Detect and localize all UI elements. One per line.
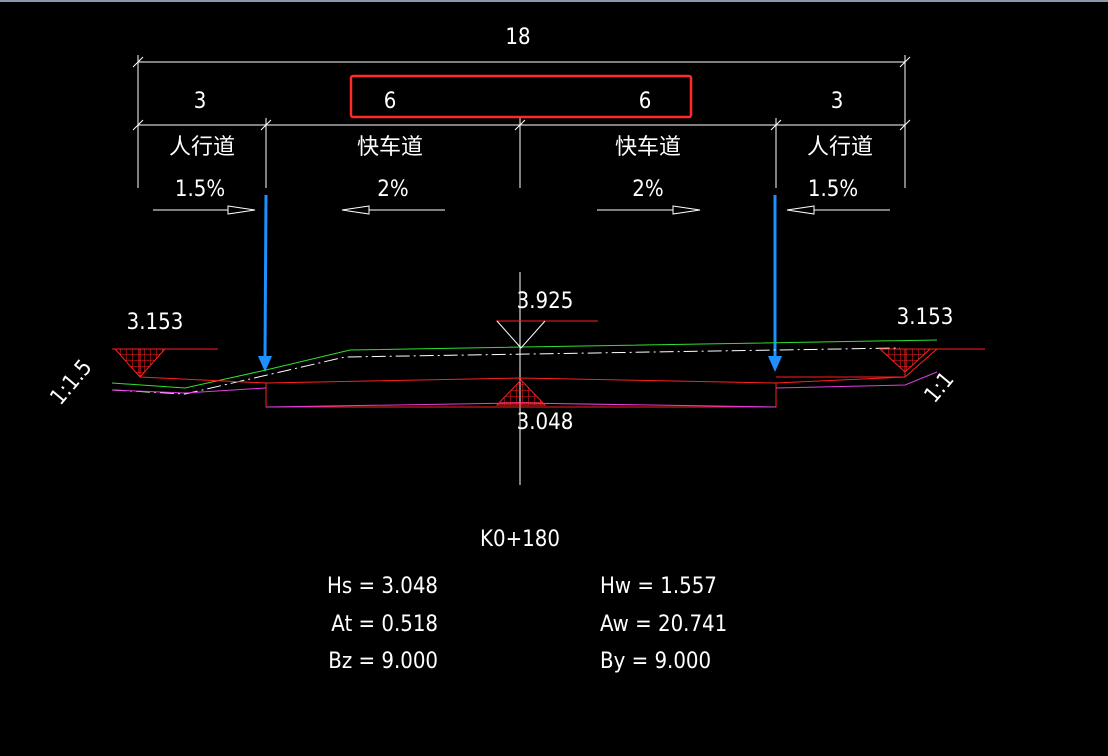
- slope-label: 2%: [377, 177, 408, 202]
- slope-label: 2%: [632, 177, 663, 202]
- lane-label: 人行道: [807, 135, 873, 160]
- cross-section: [111, 272, 985, 485]
- side-slope: 1:1.5: [46, 355, 98, 410]
- stat: Aw = 20.741: [600, 612, 727, 637]
- stat: Bz = 9.000: [328, 649, 438, 674]
- side-slope: 1:1: [920, 367, 960, 407]
- elevation-label: 3.153: [127, 310, 184, 335]
- lane-label: 快车道: [357, 135, 423, 160]
- dim-segment: 3: [831, 89, 844, 114]
- pointer-arrows: [258, 194, 782, 372]
- slope-label: 1.5%: [808, 177, 858, 202]
- dim-segment: 3: [194, 89, 207, 114]
- lane-label: 快车道: [615, 135, 681, 160]
- stat: At = 0.518: [331, 612, 438, 637]
- slope-label: 1.5%: [175, 177, 225, 202]
- dim-total: 18: [505, 25, 530, 50]
- dim-segment: 6: [639, 89, 652, 114]
- stat: Hw = 1.557: [600, 574, 717, 599]
- lane-label: 人行道: [169, 135, 235, 160]
- slope-arrows: [153, 205, 890, 215]
- dim-segment: 6: [384, 89, 397, 114]
- highlight-box: [349, 74, 693, 119]
- stat: By = 9.000: [600, 649, 711, 674]
- elevation-label: 3.153: [897, 305, 954, 330]
- dimension-lines: [132, 55, 911, 188]
- stat: Hs = 3.048: [327, 574, 438, 599]
- window-border: [0, 0, 1108, 2]
- station: K0+180: [480, 527, 560, 552]
- elevation-label: 3.925: [517, 289, 574, 314]
- elevation-label: 3.048: [517, 410, 574, 435]
